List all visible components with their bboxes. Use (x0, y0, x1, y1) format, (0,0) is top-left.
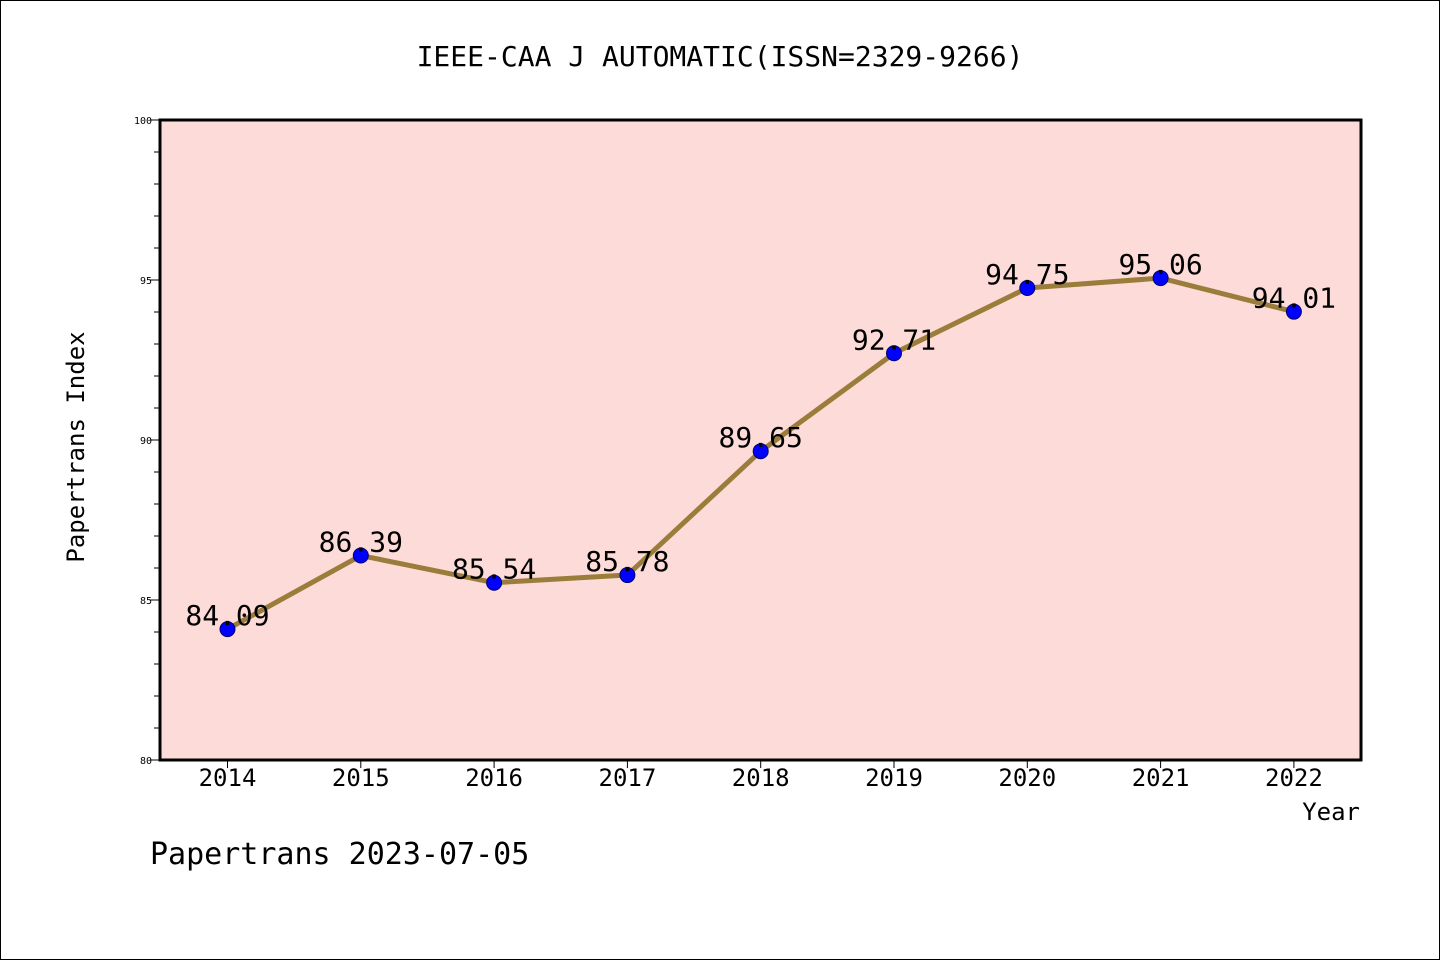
data-point (619, 567, 636, 584)
x-tick-label: 2016 (465, 764, 523, 792)
data-point (486, 574, 503, 591)
x-tick-label: 2017 (599, 764, 657, 792)
data-label: 84.09 (185, 599, 269, 632)
data-label: 94.01 (1252, 282, 1336, 315)
plot-border (158, 118, 1363, 762)
data-point (1152, 270, 1169, 287)
y-tick-label: 100 (134, 116, 152, 127)
y-tick-label: 85 (140, 596, 152, 607)
data-labels: 84.09 86.39 85.54 85.78 89.65 92.71 94.75 95.06… (185, 248, 1336, 632)
y-tick-label: 80 (140, 756, 152, 767)
x-axis-label: Year (1302, 798, 1360, 826)
data-label: 89.65 (719, 421, 803, 454)
plot-area (160, 120, 1361, 760)
footer-date-label: Papertrans 2023-07-05 (150, 837, 529, 872)
x-tick-label: 2015 (332, 764, 390, 792)
x-tick-label: 2021 (1132, 764, 1190, 792)
data-point (1019, 280, 1036, 296)
x-tick-label: 2022 (1265, 764, 1323, 792)
chart-title: IEEE-CAA J AUTOMATIC(ISSN=2329-9266) (417, 40, 1024, 73)
x-tick-labels: 2014 2015 2016 2017 2018 2019 2020 2021 2022 (199, 764, 1323, 792)
x-tick-label: 2019 (865, 764, 923, 792)
data-point (886, 345, 902, 362)
data-point (219, 621, 236, 638)
y-tick-label: 95 (140, 276, 152, 287)
data-label: 85.54 (452, 553, 536, 586)
y-tick-label: 90 (140, 436, 152, 447)
y-tick-labels: 80 85 90 95 100 (134, 116, 152, 767)
data-label: 95.06 (1118, 248, 1202, 281)
y-axis-label: Papertrans Index (62, 331, 90, 562)
x-tick-label: 2014 (199, 764, 257, 792)
x-tick-label: 2020 (998, 764, 1056, 792)
data-point (1285, 303, 1302, 320)
x-tick-label: 2018 (732, 764, 790, 792)
data-point (752, 443, 769, 460)
data-label: 86.39 (319, 526, 403, 559)
data-label: 85.78 (585, 545, 669, 578)
data-label: 92.71 (852, 323, 936, 356)
data-markers (219, 270, 1302, 638)
data-label: 94.75 (985, 258, 1069, 291)
data-point (352, 547, 369, 564)
